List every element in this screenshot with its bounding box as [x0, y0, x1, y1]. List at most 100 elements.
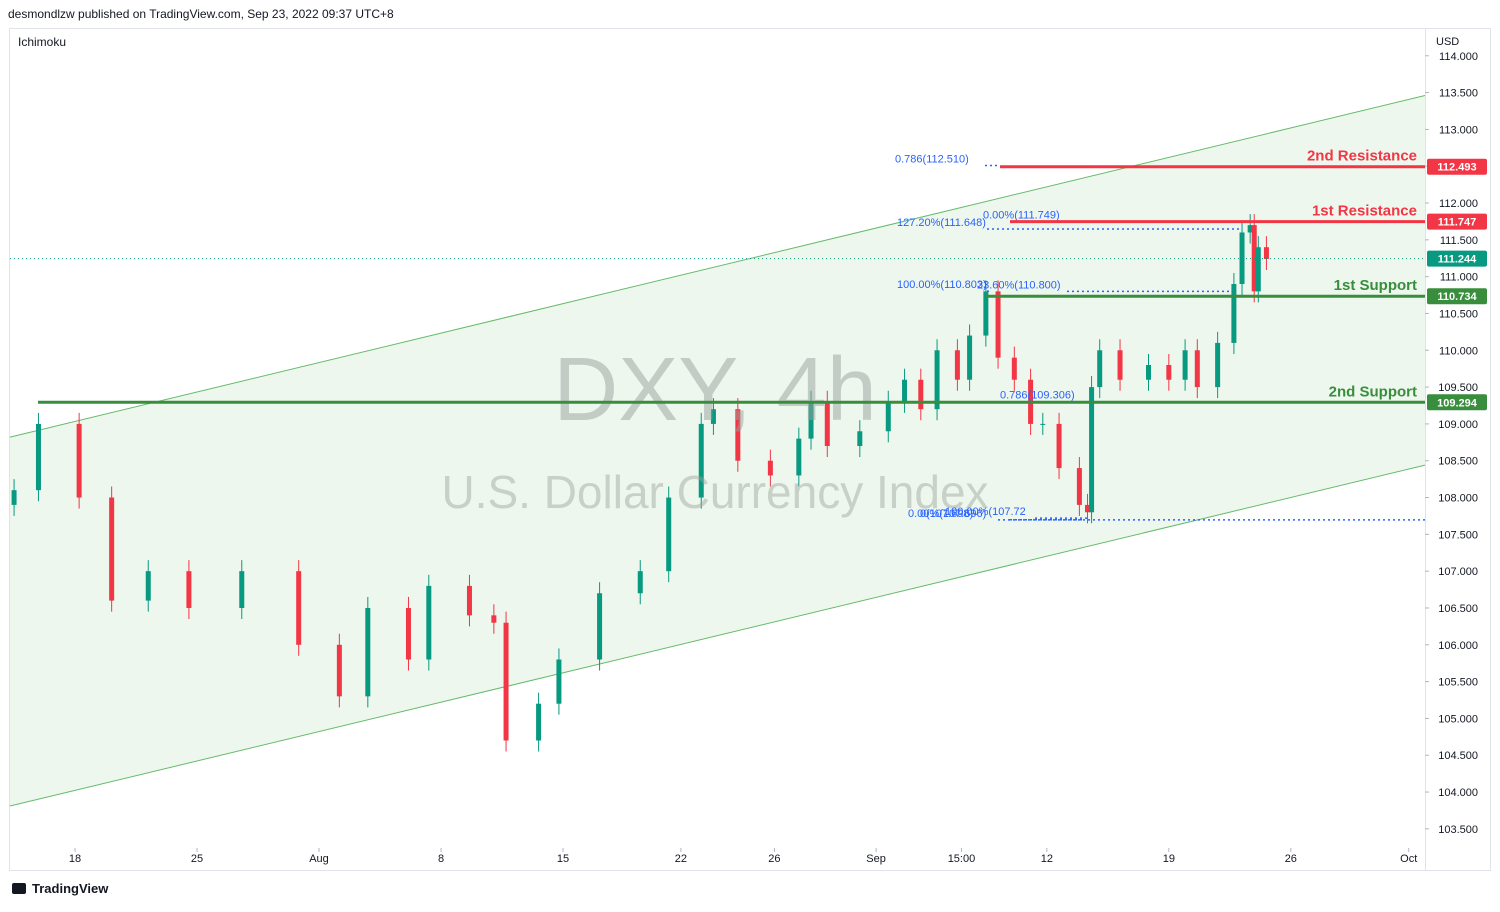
level-name: 2nd Resistance: [1307, 148, 1417, 165]
x-tick-label: 12: [1041, 853, 1053, 865]
candle-body: [239, 571, 245, 608]
candle-body: [808, 401, 814, 439]
x-tick-label: 8: [438, 853, 444, 865]
fib-label: 23.60%(110.800): [977, 279, 1061, 291]
y-tick-label: 113.000: [1439, 124, 1478, 136]
candle-body: [983, 291, 989, 336]
y-tick-label: 109.000: [1438, 419, 1478, 431]
y-tick-label: 104.500: [1438, 750, 1478, 762]
candle-body: [767, 460, 773, 476]
y-tick-label: 104.000: [1438, 787, 1478, 799]
fib-label: 127.20%(111.648): [897, 217, 986, 229]
currency: USD: [1436, 36, 1459, 48]
y-tick-label: 108.000: [1438, 493, 1478, 505]
x-tick-label: Oct: [1400, 853, 1417, 865]
channel-lower: [9, 464, 1426, 807]
x-tick-label: 26: [1285, 853, 1297, 865]
candle-body: [967, 335, 973, 380]
candle-body: [885, 401, 891, 432]
candle-body: [1011, 357, 1017, 380]
level-tag: [1427, 158, 1487, 175]
candle-body: [1089, 387, 1095, 513]
channel-upper: [9, 95, 1426, 438]
level-name: 1st Support: [1334, 277, 1417, 294]
level-value: 111.747: [1438, 217, 1477, 229]
candle-body: [597, 593, 603, 660]
y-tick-label: 107.000: [1438, 566, 1478, 578]
y-tick-label: 105.500: [1438, 677, 1478, 689]
fib-label: 100.00%(107.72: [945, 506, 1026, 518]
candle-body: [1040, 423, 1046, 425]
y-tick-label: 106.000: [1438, 640, 1478, 652]
candle-body: [666, 497, 672, 572]
candle-body: [1182, 350, 1188, 380]
candle-body: [1194, 350, 1200, 388]
candle-body: [76, 423, 82, 498]
candle-body: [796, 438, 802, 476]
x-tick-label: Sep: [866, 853, 886, 865]
candle-body: [1166, 365, 1172, 380]
plot-area: [9, 95, 1426, 807]
last-price-label: 111.244: [1438, 254, 1477, 266]
y-tick-label: 111.000: [1440, 272, 1478, 284]
fib-label: 0.786(109.306): [1000, 389, 1075, 401]
x-tick-label: 18: [69, 853, 81, 865]
candle-body: [426, 585, 432, 660]
fib-label: 0.786(112.510): [895, 153, 969, 165]
candle-body: [503, 622, 509, 741]
x-tick-label: 15: [557, 853, 569, 865]
candle-body: [1215, 342, 1221, 388]
y-tick-label: 109.500: [1438, 382, 1478, 394]
fib-label: 0(107.698): [920, 508, 973, 520]
indicator: Ichimoku: [18, 35, 66, 49]
candle-body: [1076, 468, 1082, 505]
candle-body: [1231, 284, 1237, 343]
level-name: 1st Resistance: [1312, 203, 1417, 220]
candle-body: [35, 423, 41, 491]
candle-body: [1117, 350, 1123, 380]
candle-body: [11, 490, 17, 505]
y-tick-label: 105.000: [1438, 713, 1478, 725]
candle-body: [857, 431, 863, 446]
candle-body: [902, 379, 908, 402]
level-value: 110.734: [1437, 291, 1477, 303]
candle-body: [735, 409, 741, 461]
logo: [12, 883, 26, 894]
candle-body: [1247, 225, 1253, 233]
y-tick-label: 112.000: [1439, 198, 1478, 210]
candle-body: [365, 607, 371, 697]
x-tick-label: 25: [191, 853, 203, 865]
y-tick-label: 108.500: [1438, 456, 1478, 468]
candle-body: [1097, 350, 1103, 388]
channel-fill: [10, 95, 1425, 807]
y-tick-label: 113.500: [1439, 88, 1478, 100]
y-tick-label: 114.000: [1439, 51, 1478, 63]
x-tick-label: 26: [768, 853, 780, 865]
candle-body: [536, 703, 542, 741]
x-tick-label: Aug: [309, 853, 329, 865]
level-tag: [1427, 288, 1487, 305]
fib-label: 0.00%(111.749): [983, 210, 1060, 222]
y-tick-label: 110.000: [1439, 345, 1478, 357]
candle-body: [109, 497, 115, 601]
candle-body: [296, 571, 302, 645]
candle-body: [1146, 365, 1152, 380]
candle-body: [1255, 247, 1261, 292]
level-name: 2nd Support: [1329, 383, 1417, 400]
candle-body: [145, 571, 151, 601]
fib-label: 0.00%(107.696): [908, 508, 986, 520]
watermark-name: U.S. Dollar Currency Index: [441, 466, 988, 518]
y-tick-label: 103.500: [1438, 824, 1478, 836]
fib-label: 100.00%(110.803): [897, 279, 987, 291]
candle-body: [466, 585, 472, 616]
x-tick-label: 22: [675, 853, 687, 865]
overlay: 103.500 104.000 104.500 105.000 105.500 106.0…: [10, 51, 1487, 865]
candle-body: [710, 409, 716, 424]
candle-body: [491, 615, 497, 623]
candle-body: [556, 659, 562, 704]
candle-body: [934, 350, 940, 410]
y-tick-label: 107.500: [1438, 529, 1478, 541]
x-tick-label: 19: [1163, 853, 1175, 865]
frame: [9, 28, 1491, 871]
